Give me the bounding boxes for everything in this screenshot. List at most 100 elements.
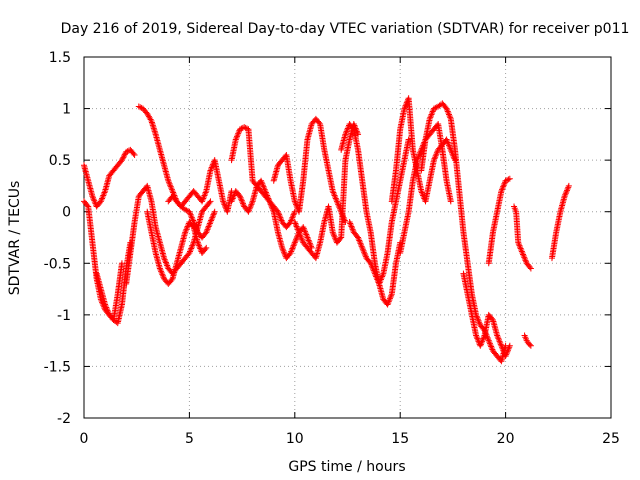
data-point-interp	[503, 350, 510, 357]
data-point-interp	[518, 247, 525, 254]
data-point	[241, 124, 248, 131]
data-point-interp	[403, 101, 410, 108]
data-point-interp	[376, 279, 383, 286]
data-point-interp	[474, 316, 481, 323]
data-point-interp	[385, 298, 392, 305]
data-point	[207, 198, 214, 205]
data-point-interp	[268, 202, 275, 209]
data-point-interp	[265, 195, 272, 202]
data-point-interp	[206, 221, 213, 228]
x-tick-label: 10	[286, 431, 304, 447]
data-point-interp	[445, 109, 452, 116]
data-point-interp	[263, 191, 270, 198]
data-point-interp	[302, 230, 309, 237]
data-point-interp	[238, 197, 245, 204]
data-point-interp	[280, 247, 287, 254]
data-point-interp	[288, 216, 295, 223]
data-point-interp	[208, 216, 215, 223]
data-point-interp	[168, 185, 175, 192]
data-point-interp	[360, 247, 367, 254]
data-point-interp	[158, 268, 165, 275]
data-point-interp	[445, 140, 452, 147]
data-point-interp	[564, 187, 571, 194]
y-tick-label: 0	[62, 205, 71, 221]
data-point-interp	[167, 182, 174, 189]
data-point-interp	[211, 210, 218, 217]
data-point	[355, 234, 362, 241]
data-point-interp	[431, 155, 438, 162]
data-point-interp	[301, 227, 308, 234]
data-point-interp	[137, 104, 144, 111]
data-point-interp	[475, 317, 482, 324]
data-point-interp	[288, 247, 295, 254]
data-point	[502, 177, 509, 184]
data-point-interp	[204, 226, 211, 233]
data-point-interp	[447, 114, 454, 121]
data-point-interp	[480, 333, 487, 340]
data-point	[477, 342, 484, 349]
data-point-interp	[101, 189, 108, 196]
data-point	[118, 157, 125, 164]
data-point-interp	[184, 223, 191, 230]
data-point-interp	[183, 224, 190, 231]
data-point-interp	[479, 336, 486, 343]
data-point-interp	[196, 242, 203, 249]
data-point	[186, 208, 193, 215]
data-point	[485, 337, 492, 344]
data-point-interp	[99, 195, 106, 202]
data-point-interp	[385, 300, 392, 307]
x-tick-label: 15	[391, 431, 409, 447]
data-point-interp	[344, 125, 351, 132]
data-point	[97, 198, 104, 205]
data-point-interp	[291, 241, 298, 248]
data-point-interp	[242, 124, 249, 131]
data-point-interp	[130, 150, 137, 157]
data-point-interp	[235, 130, 242, 137]
data-point-interp	[289, 245, 296, 252]
data-point-interp	[476, 319, 483, 326]
data-point-interp	[246, 207, 253, 214]
data-point-interp	[386, 295, 393, 302]
data-point-interp	[499, 185, 506, 192]
data-point-interp	[297, 233, 304, 240]
data-point	[342, 131, 349, 138]
data-point-interp	[298, 235, 305, 242]
data-point-interp	[162, 258, 169, 265]
data-point-interp	[432, 152, 439, 159]
data-point-interp	[444, 107, 451, 114]
y-tick-label: 0.5	[49, 153, 71, 169]
data-point-interp	[235, 129, 242, 136]
data-point-interp	[501, 180, 508, 187]
data-point-interp	[306, 240, 313, 247]
data-point-interp	[362, 252, 369, 259]
data-point-interp	[290, 242, 297, 249]
data-point	[329, 229, 336, 236]
data-point-interp	[368, 261, 375, 268]
data-point	[211, 208, 218, 215]
data-point-interp	[121, 151, 128, 158]
data-point-interp	[402, 102, 409, 109]
data-point	[207, 219, 214, 226]
data-point-interp	[90, 196, 97, 203]
data-point-interp	[229, 195, 236, 202]
data-point-interp	[303, 233, 310, 240]
data-point-interp	[379, 272, 386, 279]
data-point-interp	[388, 292, 395, 299]
data-point-interp	[269, 205, 276, 212]
data-point-interp	[208, 165, 215, 172]
data-point	[346, 219, 353, 226]
data-point	[430, 105, 437, 112]
x-tick-label: 25	[602, 431, 620, 447]
data-point	[296, 229, 303, 236]
data-point-interp	[331, 233, 338, 240]
data-point-interp	[564, 185, 571, 192]
data-point-interp	[187, 248, 194, 255]
data-point-interp	[249, 199, 256, 206]
data-point-interp	[189, 216, 196, 223]
data-point-interp	[334, 199, 341, 206]
data-point-interp	[159, 272, 166, 279]
data-point-interp	[416, 151, 423, 158]
data-point-interp	[332, 195, 339, 202]
data-point-interp	[427, 112, 434, 119]
data-point-interp	[164, 262, 171, 269]
